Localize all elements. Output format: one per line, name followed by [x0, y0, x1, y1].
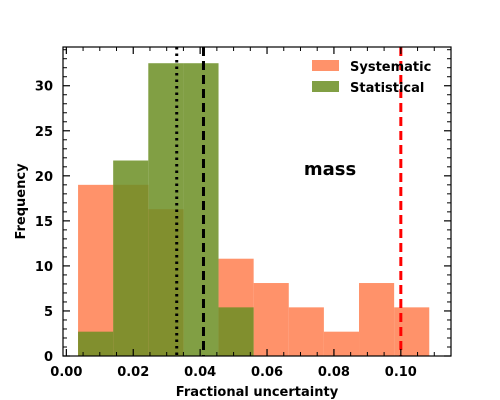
x-tick-label: 0.08 — [318, 365, 350, 380]
reference-lines — [175, 47, 403, 356]
systematic-bar-7 — [288, 307, 324, 356]
x-tick-label: 0.02 — [117, 365, 149, 380]
statistical-bar-2 — [113, 160, 149, 356]
systematic-bar-8 — [323, 331, 360, 356]
y-tick-label: 20 — [35, 170, 53, 185]
statistical-bar-5 — [218, 307, 254, 356]
y-tick-label: 15 — [35, 215, 53, 230]
y-tick-label: 30 — [35, 80, 53, 95]
systematic-legend-label: Systematic — [350, 60, 431, 75]
y-tick-label: 0 — [44, 350, 53, 365]
x-tick-label: 0.04 — [184, 365, 216, 380]
histogram-bars — [78, 63, 430, 356]
x-tick-label: 0.06 — [251, 365, 283, 380]
statistical-legend-swatch — [312, 81, 339, 92]
y-axis-label: Frequency — [14, 163, 29, 240]
x-axis-label: Fractional uncertainty — [176, 385, 339, 400]
statistical-bar-1 — [78, 331, 114, 356]
systematic-legend-swatch — [312, 60, 339, 71]
systematic-bar-1 — [78, 184, 114, 356]
x-tick-label: 0.10 — [385, 365, 417, 380]
mass-annotation: mass — [304, 159, 356, 180]
statistical-legend-label: Statistical — [350, 81, 424, 96]
plot-frame — [62, 46, 452, 357]
x-tick-label: 0.00 — [50, 365, 82, 380]
legend: Systematic Statistical — [312, 60, 431, 96]
y-tick-label: 10 — [35, 260, 53, 275]
axis-ticks: 0.00 0.02 0.04 0.06 0.08 0.10 0 5 10 15 20 25 30 — [35, 47, 451, 380]
y-tick-label: 5 — [44, 305, 53, 320]
systematic-bar-6 — [253, 283, 289, 356]
statistical-bar-4 — [183, 63, 219, 356]
y-tick-label: 25 — [35, 125, 53, 140]
systematic-bar-9 — [359, 283, 395, 356]
